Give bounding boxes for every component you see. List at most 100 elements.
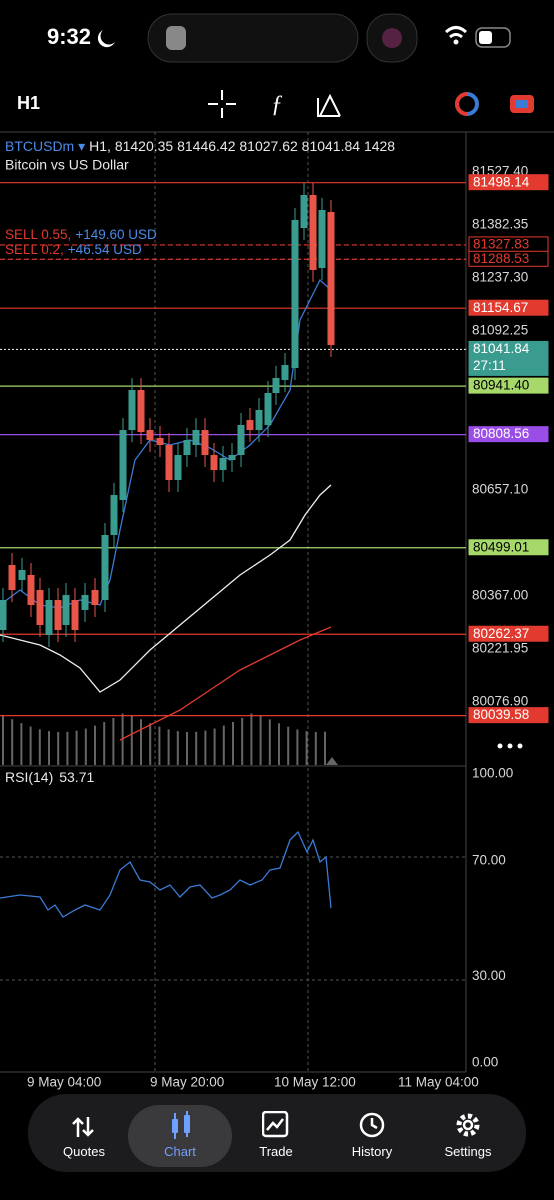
ma-slow [0, 484, 332, 693]
candles [0, 183, 335, 647]
tab-icon [72, 1117, 94, 1137]
candle-body [281, 365, 289, 380]
dynamic-island [147, 13, 359, 63]
time-label: 11 May 04:00 [398, 1075, 479, 1090]
level-label: 81154.67 [473, 300, 528, 315]
rsi-label: 0.00 [472, 1055, 498, 1070]
level-box [468, 340, 549, 376]
level-label: 81288.53 [473, 251, 529, 266]
flashlight [166, 26, 186, 50]
price-label: 81092.25 [472, 323, 528, 338]
ohlc: H1, 81420.35 81446.42 81027.62 81041.84 … [89, 138, 395, 154]
candle-body [62, 595, 70, 625]
tab-icon [456, 1113, 480, 1137]
countdown: 27:11 [473, 358, 506, 373]
tab[interactable]: History [324, 1105, 420, 1167]
candle-body [128, 390, 136, 430]
candle-body [81, 595, 89, 610]
position: SELL 0.2, +46.54 USD [5, 242, 142, 257]
tab[interactable]: Quotes [36, 1105, 132, 1167]
candle-body [228, 455, 236, 460]
candle-body [246, 420, 254, 430]
candle-body [255, 410, 263, 430]
price-label: 80367.00 [472, 588, 528, 603]
tab-icon [359, 1112, 385, 1138]
wifi [444, 26, 468, 39]
objects[interactable] [317, 93, 341, 117]
time-label: 10 May 12:00 [274, 1075, 356, 1090]
tab[interactable]: Settings [420, 1105, 516, 1167]
level-label: 80499.01 [473, 539, 529, 554]
candle-body [0, 600, 7, 630]
candle-body [165, 445, 173, 480]
candle-body [156, 438, 164, 445]
level-label: 81327.83 [473, 236, 529, 251]
symbol[interactable]: BTCUSDm ▾ [5, 138, 85, 154]
level-box [468, 250, 549, 267]
candle-body [264, 393, 272, 425]
candle-body [137, 390, 145, 432]
ma-long [119, 626, 332, 741]
rsi-label: 70.00 [472, 852, 506, 867]
candle-body [18, 570, 26, 580]
candle-body [201, 430, 209, 455]
tab[interactable]: Trade [228, 1105, 324, 1167]
price-label: 81237.30 [472, 270, 528, 285]
level-box [468, 426, 549, 443]
candle-body [101, 535, 109, 600]
position: SELL 0.55, +149.60 USD [5, 227, 157, 242]
price-label: 80076.90 [472, 694, 528, 709]
candle-body [219, 458, 227, 470]
tab[interactable]: Chart [128, 1105, 232, 1167]
candle-body [300, 195, 308, 228]
timeframe-button[interactable]: H1 [17, 93, 40, 113]
tab-label: Chart [164, 1144, 196, 1159]
level-box [468, 174, 549, 191]
level-box [468, 625, 549, 642]
candle-body [8, 565, 16, 590]
candle-body [174, 455, 182, 480]
candle-body [71, 600, 79, 630]
candle-body [36, 590, 44, 625]
tab-label: Settings [444, 1144, 492, 1159]
rsi-title: RSI(14) 53.71 [5, 769, 94, 785]
more[interactable] [497, 743, 503, 749]
level-label: 80039.58 [473, 707, 529, 722]
candle-body [318, 210, 326, 268]
candle-body [291, 220, 299, 368]
candle-body [327, 212, 335, 345]
tab-label: Trade [259, 1144, 293, 1159]
level-box [468, 707, 549, 724]
candle-body [146, 430, 154, 440]
grid [0, 132, 466, 1072]
clock: 9:32 [47, 24, 91, 49]
level-box [468, 539, 549, 556]
time-label: 9 May 04:00 [27, 1075, 101, 1090]
level-label: 80808.56 [473, 426, 529, 441]
level-label: 81041.84 [473, 341, 530, 356]
price-label: 81382.35 [472, 217, 528, 232]
level-box [468, 299, 549, 316]
tab-icon [172, 1111, 190, 1139]
app-icon [382, 28, 402, 48]
chart-info: BTCUSDm ▾ H1, 81420.35 81446.42 81027.62 … [5, 138, 395, 154]
price-label: 80657.10 [472, 482, 528, 497]
time-label: 9 May 20:00 [150, 1075, 224, 1090]
candle-body [192, 430, 200, 445]
tab-label: Quotes [63, 1144, 105, 1159]
candle-body [27, 575, 35, 605]
level-label: 81498.14 [473, 174, 530, 189]
candle-body [183, 440, 191, 455]
rsi-label: 100.00 [472, 766, 513, 781]
indicators[interactable]: ƒ [271, 92, 283, 118]
candle-body [210, 455, 218, 470]
rsi-label: 30.00 [472, 968, 506, 983]
candle-body [237, 425, 245, 455]
battery [475, 27, 511, 48]
candle-body [119, 430, 127, 500]
ma-fast [0, 278, 332, 609]
candle-body [110, 495, 118, 535]
crosshair[interactable] [208, 90, 236, 118]
tab-label: History [351, 1144, 393, 1159]
